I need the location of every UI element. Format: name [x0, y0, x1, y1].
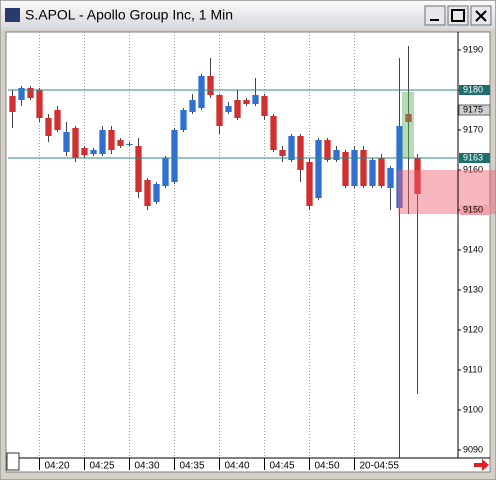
- x-tick-label: 04:50: [315, 461, 340, 472]
- price-marker-label: 9163: [463, 152, 483, 162]
- price-marker-box: [459, 153, 490, 163]
- x-tick-label: 04:20: [45, 461, 70, 472]
- candle-body: [45, 118, 52, 136]
- candle-body: [108, 130, 115, 150]
- candle-body: [207, 76, 214, 95]
- candle-body: [117, 140, 124, 146]
- candle-body: [234, 100, 241, 118]
- candle-body: [162, 158, 169, 186]
- candle-body: [297, 136, 304, 170]
- candle-body: [405, 114, 412, 122]
- highlight-zone: [402, 92, 414, 158]
- candle-body: [63, 132, 70, 152]
- x-tick-label: 04:25: [90, 461, 115, 472]
- y-tick-label: 9120: [463, 324, 483, 334]
- candle-body: [270, 116, 277, 150]
- app-icon: [5, 8, 20, 22]
- candle-body: [18, 88, 25, 100]
- candle-body: [144, 180, 151, 206]
- scroll-arrow[interactable]: [474, 459, 489, 471]
- candle-body: [54, 110, 61, 130]
- y-tick-label: 9100: [463, 404, 483, 414]
- price-marker-box: [460, 205, 490, 215]
- price-marker-label: 9175: [463, 104, 483, 114]
- candle-body: [333, 150, 340, 160]
- candle-body: [198, 76, 205, 108]
- x-tick-label: 04:30: [135, 461, 160, 472]
- minimize-button[interactable]: [424, 5, 446, 26]
- window-buttons[interactable]: [424, 5, 492, 26]
- candle-body: [279, 150, 286, 156]
- price-marker-box: [458, 104, 491, 116]
- candle-body: [324, 140, 331, 160]
- candle-body: [171, 130, 178, 182]
- candle-body: [396, 126, 403, 208]
- candle-body: [261, 96, 268, 116]
- y-tick-label: 9160: [463, 164, 483, 174]
- price-marker-label: 9150: [463, 204, 483, 214]
- candle-body: [315, 140, 322, 198]
- scroll-box[interactable]: [6, 452, 20, 471]
- candle-body: [153, 184, 160, 202]
- candle-body: [342, 152, 349, 186]
- y-tick-label: 9130: [463, 284, 483, 294]
- candle-body: [351, 150, 358, 186]
- price-marker-box: [459, 85, 490, 95]
- candle-body: [360, 150, 367, 186]
- candle-body: [378, 158, 385, 186]
- plot: 9090 9100 9110 9120 9130 9140 9150 9160 9170 9180…: [9, 32, 483, 472]
- candle-body: [36, 90, 43, 118]
- y-tick-label: 9090: [463, 444, 483, 454]
- candle-body: [90, 150, 97, 154]
- y-tick-label: 9170: [463, 124, 483, 134]
- candle-body: [243, 100, 250, 104]
- title-bar: [1, 1, 495, 30]
- x-tick-label: 04:35: [180, 461, 205, 472]
- x-tick-label: 04:45: [270, 461, 295, 472]
- candle-body: [9, 96, 16, 112]
- candle-body: [126, 144, 133, 145]
- candle-body: [216, 95, 223, 126]
- candle-body: [99, 130, 106, 154]
- chart-area: [5, 31, 491, 473]
- candle-body: [288, 136, 295, 160]
- y-tick-label: 9140: [463, 244, 483, 254]
- x-tick-label: 04:40: [225, 461, 250, 472]
- y-tick-label: 9190: [463, 44, 483, 54]
- chart-title: S.APOL - Apollo Group Inc, 1 Min: [25, 7, 233, 23]
- candle-body: [414, 158, 421, 194]
- candle-body: [387, 168, 394, 188]
- candle-body: [135, 146, 142, 192]
- candle-body: [252, 95, 259, 104]
- candle-body: [189, 100, 196, 112]
- candle-body: [27, 88, 34, 98]
- candle-body: [180, 110, 187, 130]
- price-marker-label: 9180: [463, 84, 483, 94]
- candle-body: [369, 160, 376, 186]
- candle-body: [306, 162, 313, 206]
- x-tick-label: 20-04:55: [360, 461, 400, 472]
- candle-body: [72, 128, 79, 158]
- y-tick-label: 9110: [463, 364, 482, 374]
- candle-body: [81, 148, 88, 156]
- candle-body: [225, 106, 232, 112]
